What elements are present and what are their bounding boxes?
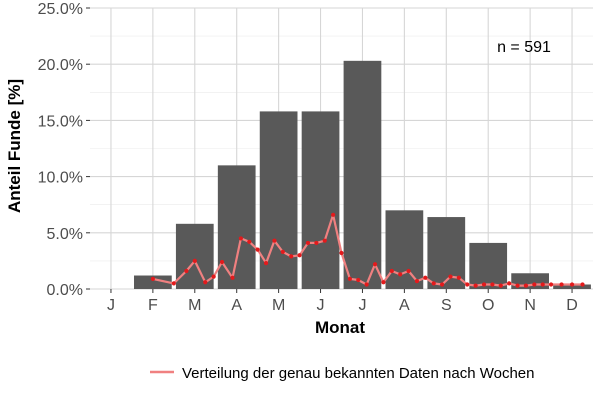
line-point xyxy=(490,282,495,287)
line-point xyxy=(280,249,285,255)
line-point xyxy=(481,282,487,287)
line-point xyxy=(289,254,294,259)
line-point xyxy=(559,282,564,287)
bar xyxy=(134,275,172,289)
line-point xyxy=(356,277,361,283)
line-point xyxy=(473,283,478,288)
line-point xyxy=(211,274,216,279)
bar xyxy=(385,210,424,289)
line-point xyxy=(331,212,336,217)
x-axis-title: Monat xyxy=(315,318,365,337)
line-point xyxy=(507,281,512,286)
y-tick-label: 0.0% xyxy=(47,282,83,299)
line-point xyxy=(569,282,575,287)
line-point xyxy=(339,250,344,256)
x-tick-label: F xyxy=(148,297,158,314)
y-axis-title: Anteil Funde [%] xyxy=(5,79,24,213)
x-tick-label: M xyxy=(188,297,201,314)
x-tick-label: M xyxy=(272,297,285,314)
y-tick-label: 15.0% xyxy=(38,113,83,130)
line-point xyxy=(498,283,503,288)
line-point xyxy=(150,276,155,281)
y-axis-ticks: 0.0% 5.0% 10.0% 15.0% 20.0% 25.0% xyxy=(38,1,90,299)
y-tick-label: 5.0% xyxy=(47,226,83,243)
y-tick-label: 10.0% xyxy=(38,170,83,187)
bar-series xyxy=(134,60,591,290)
sample-size-annotation: n = 591 xyxy=(497,39,551,56)
line-point xyxy=(263,261,269,266)
line-point xyxy=(414,279,420,284)
x-tick-label: A xyxy=(231,297,242,314)
line-point xyxy=(171,281,176,286)
line-point xyxy=(440,282,445,287)
legend: Verteilung der genau bekannten Daten nac… xyxy=(150,365,535,382)
line-point xyxy=(523,283,529,288)
x-tick-label: S xyxy=(441,297,452,314)
line-point xyxy=(184,268,189,274)
line-point xyxy=(448,274,453,279)
line-point xyxy=(540,282,545,287)
line-point xyxy=(314,240,319,246)
line-point xyxy=(364,282,369,287)
legend-label: Verteilung der genau bekannten Daten nac… xyxy=(182,365,535,382)
line-point xyxy=(272,238,277,243)
line-point xyxy=(247,239,252,244)
line-point xyxy=(230,275,235,280)
line-point xyxy=(456,275,461,280)
x-tick-label: J xyxy=(107,297,115,314)
x-tick-label: O xyxy=(482,297,494,314)
line-point xyxy=(580,282,585,287)
line-point xyxy=(305,240,311,246)
line-point xyxy=(219,259,225,265)
line-point xyxy=(372,262,378,267)
bar xyxy=(175,223,214,289)
line-point xyxy=(465,282,470,287)
line-point xyxy=(203,280,208,285)
line-point xyxy=(322,238,327,243)
line-point xyxy=(515,283,520,288)
line-point xyxy=(381,280,386,285)
y-tick-label: 25.0% xyxy=(38,1,83,18)
bar xyxy=(469,242,508,289)
x-tick-label: N xyxy=(524,297,536,314)
line-point xyxy=(398,272,403,277)
line-point xyxy=(238,236,243,241)
line-point xyxy=(423,275,428,280)
x-tick-label: D xyxy=(566,297,578,314)
line-series xyxy=(150,212,585,288)
line-point xyxy=(255,247,260,252)
line-point xyxy=(347,276,352,281)
line-point xyxy=(548,282,554,287)
line-point xyxy=(389,268,394,274)
line-point xyxy=(406,268,411,274)
x-tick-label: J xyxy=(317,297,325,314)
line-point xyxy=(431,281,436,286)
line-point xyxy=(192,258,197,263)
line-point xyxy=(297,253,302,258)
line-point xyxy=(532,282,537,287)
x-tick-label: A xyxy=(399,297,410,314)
bar xyxy=(553,284,591,289)
x-tick-label: J xyxy=(358,297,366,314)
bar xyxy=(343,60,382,289)
bar xyxy=(217,165,256,289)
y-tick-label: 20.0% xyxy=(38,57,83,74)
bar xyxy=(259,111,298,290)
bar xyxy=(301,111,340,290)
